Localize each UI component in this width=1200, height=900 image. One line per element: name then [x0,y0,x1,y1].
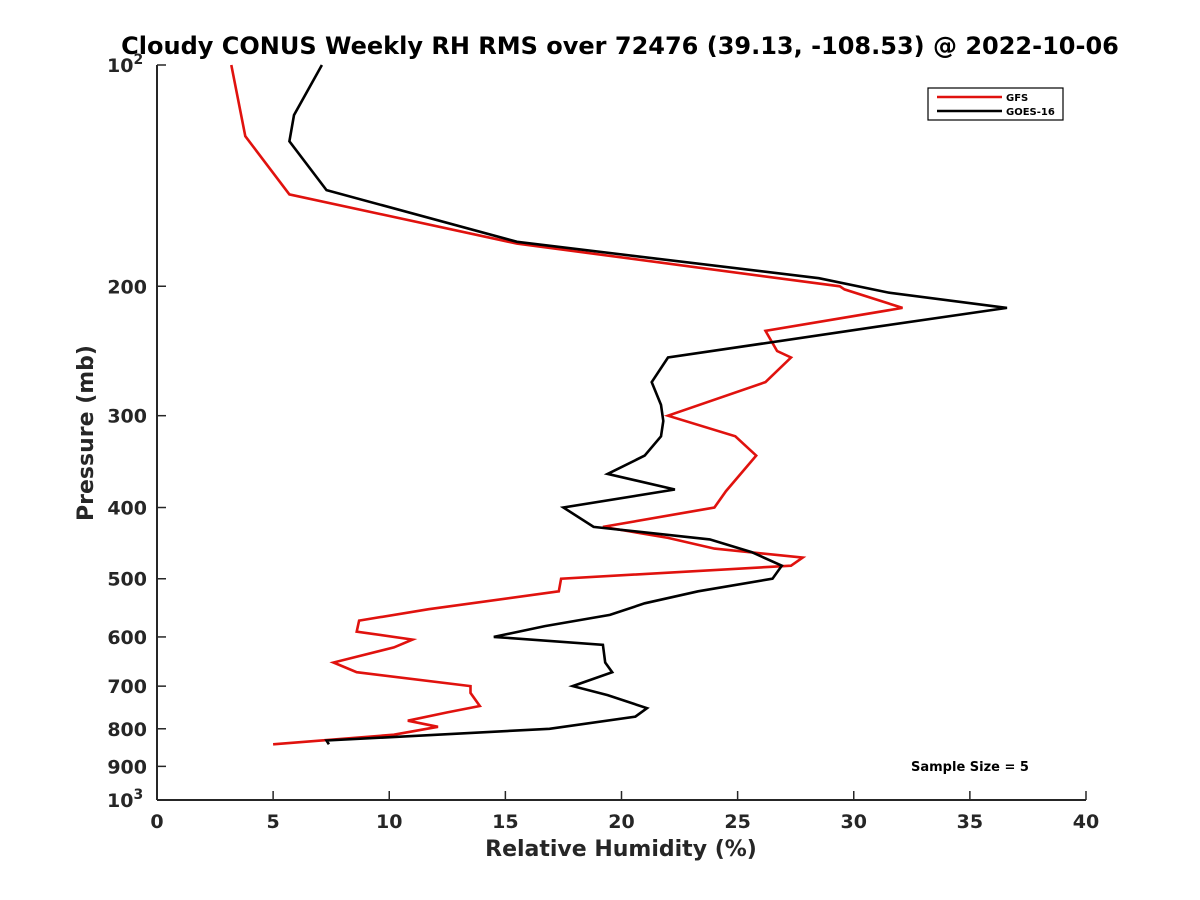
x-tick-label: 30 [841,811,867,833]
chart-title: Cloudy CONUS Weekly RH RMS over 72476 (3… [121,32,1119,60]
y-axis-ticks: 102 200 300 400 500 600 700 800 900 103 [107,52,166,812]
x-tick-label: 35 [957,811,983,833]
series-line-goes16 [288,64,1008,745]
x-axis-label: Relative Humidity (%) [485,837,757,862]
y-tick-label: 800 [107,719,147,741]
y-tick-label: 500 [107,569,147,591]
sample-size-annotation: Sample Size = 5 [911,760,1029,775]
x-tick-label: 0 [150,811,163,833]
x-tick-label: 20 [608,811,634,833]
y-tick-label: 700 [107,676,147,698]
y-tick-label: 300 [107,406,147,428]
x-tick-label: 40 [1073,811,1099,833]
legend-label-goes16: GOES-16 [1006,107,1055,118]
y-tick-label: 102 [107,52,143,77]
plot-area [230,64,1008,746]
y-tick-label: 600 [107,627,147,649]
x-tick-label: 15 [492,811,518,833]
x-tick-label: 5 [267,811,280,833]
series-line-gfs [230,64,903,746]
y-tick-label: 103 [107,787,143,812]
legend-box [927,87,1064,121]
legend-label-gfs: GFS [1006,93,1028,104]
y-axis-label: Pressure (mb) [74,345,99,521]
legend: GFS GOES-16 [927,87,1064,121]
x-tick-label: 10 [376,811,402,833]
x-axis-ticks: 0 5 10 15 20 25 30 35 40 [150,791,1099,833]
x-tick-label: 25 [724,811,750,833]
y-tick-label: 900 [107,756,147,778]
y-tick-label: 400 [107,498,147,520]
y-tick-label: 200 [107,276,147,298]
